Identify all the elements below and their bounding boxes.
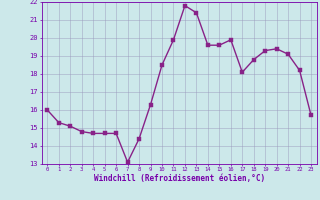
X-axis label: Windchill (Refroidissement éolien,°C): Windchill (Refroidissement éolien,°C) bbox=[94, 174, 265, 183]
